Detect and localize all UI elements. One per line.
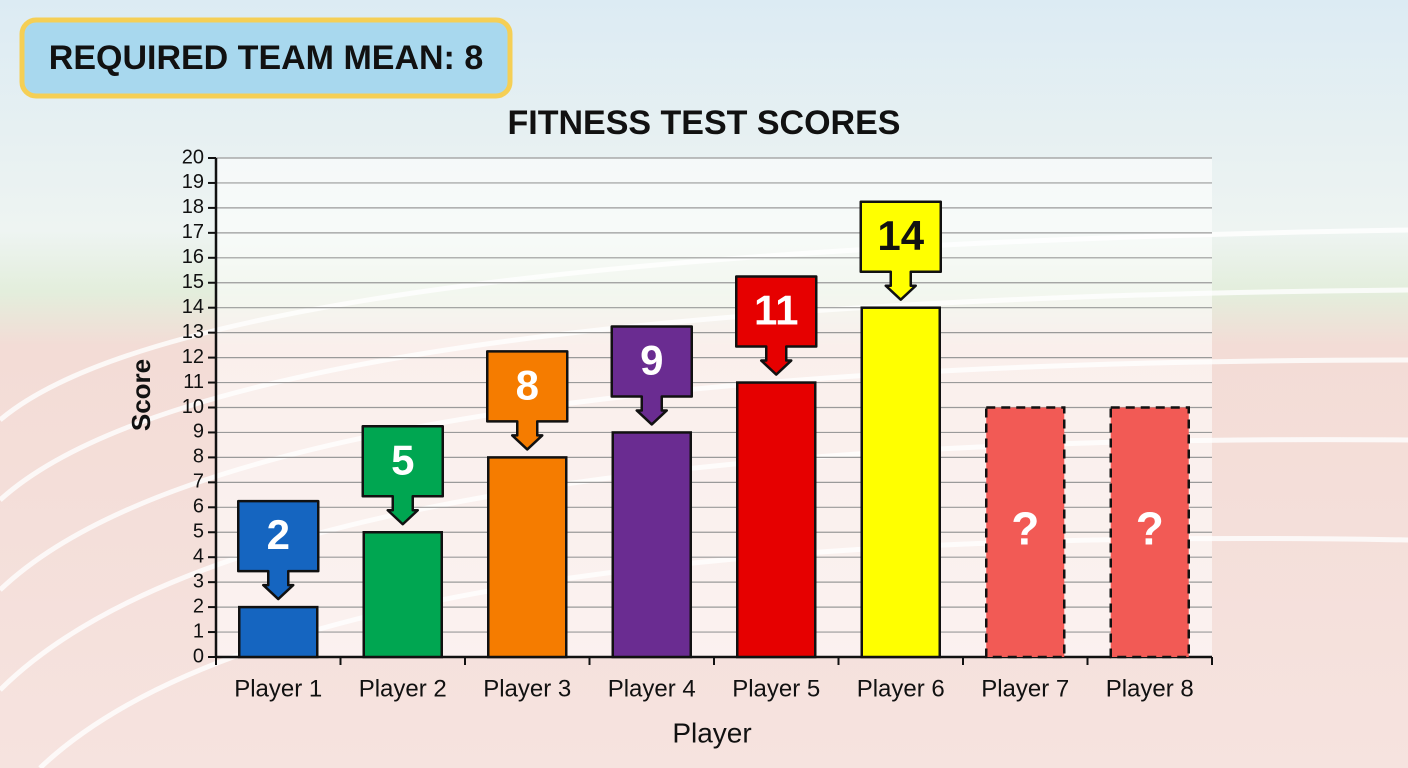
- bar: [238, 605, 319, 659]
- value-label: 2: [267, 511, 290, 558]
- callout: [237, 499, 320, 601]
- y-tick-label: 1: [193, 620, 204, 642]
- x-tick-label: Player 3: [483, 675, 571, 702]
- y-axis-label: Score: [126, 359, 156, 431]
- y-tick-label: 9: [193, 421, 204, 443]
- header-text: REQUIRED TEAM MEAN: 8: [49, 39, 483, 77]
- y-tick-label: 16: [182, 246, 204, 268]
- y-tick-label: 15: [182, 271, 204, 293]
- value-label: ?: [1011, 502, 1039, 554]
- y-tick-label: 7: [193, 471, 204, 493]
- callout: [610, 325, 693, 426]
- x-tick-label: Player 8: [1106, 675, 1194, 702]
- y-tick-label: 2: [193, 595, 204, 617]
- value-label: 14: [877, 212, 924, 259]
- y-tick-label: 20: [182, 146, 204, 168]
- x-axis-label: Player: [672, 717, 751, 748]
- y-tick-label: 18: [182, 196, 204, 218]
- bar: [860, 306, 941, 659]
- value-label: 8: [516, 361, 539, 408]
- y-tick-label: 12: [182, 346, 204, 368]
- callout: [735, 275, 818, 376]
- callout: [859, 200, 942, 301]
- y-tick-label: 17: [182, 221, 204, 243]
- x-tick-label: Player 6: [857, 675, 945, 702]
- y-tick-label: 13: [182, 321, 204, 343]
- y-tick-label: 5: [193, 521, 204, 543]
- chart-title: FITNESS TEST SCORES: [508, 104, 901, 142]
- x-tick-label: Player 2: [359, 675, 447, 702]
- callout: [486, 350, 569, 451]
- bar: [611, 431, 692, 659]
- y-tick-label: 14: [182, 296, 204, 318]
- bar: [487, 456, 568, 659]
- header-box: [19, 17, 513, 99]
- y-tick-label: 3: [193, 570, 204, 592]
- value-label: ?: [1136, 502, 1164, 554]
- y-tick-label: 10: [182, 396, 204, 418]
- callout: [361, 425, 444, 526]
- value-label: 9: [640, 337, 663, 384]
- y-tick-label: 6: [193, 496, 204, 518]
- value-label: 5: [391, 436, 414, 483]
- bar: [736, 381, 817, 659]
- x-tick-label: Player 4: [608, 675, 696, 702]
- x-tick-label: Player 1: [234, 675, 322, 702]
- x-tick-label: Player 5: [732, 675, 820, 702]
- bar: [362, 531, 443, 659]
- y-tick-label: 0: [193, 645, 204, 667]
- bar: [1109, 406, 1190, 659]
- bar: [985, 406, 1066, 659]
- value-label: 11: [754, 287, 798, 334]
- y-tick-label: 4: [193, 545, 204, 567]
- x-tick-label: Player 7: [981, 675, 1069, 702]
- y-tick-label: 8: [193, 446, 204, 468]
- y-tick-label: 19: [182, 171, 204, 193]
- y-tick-label: 11: [183, 371, 204, 393]
